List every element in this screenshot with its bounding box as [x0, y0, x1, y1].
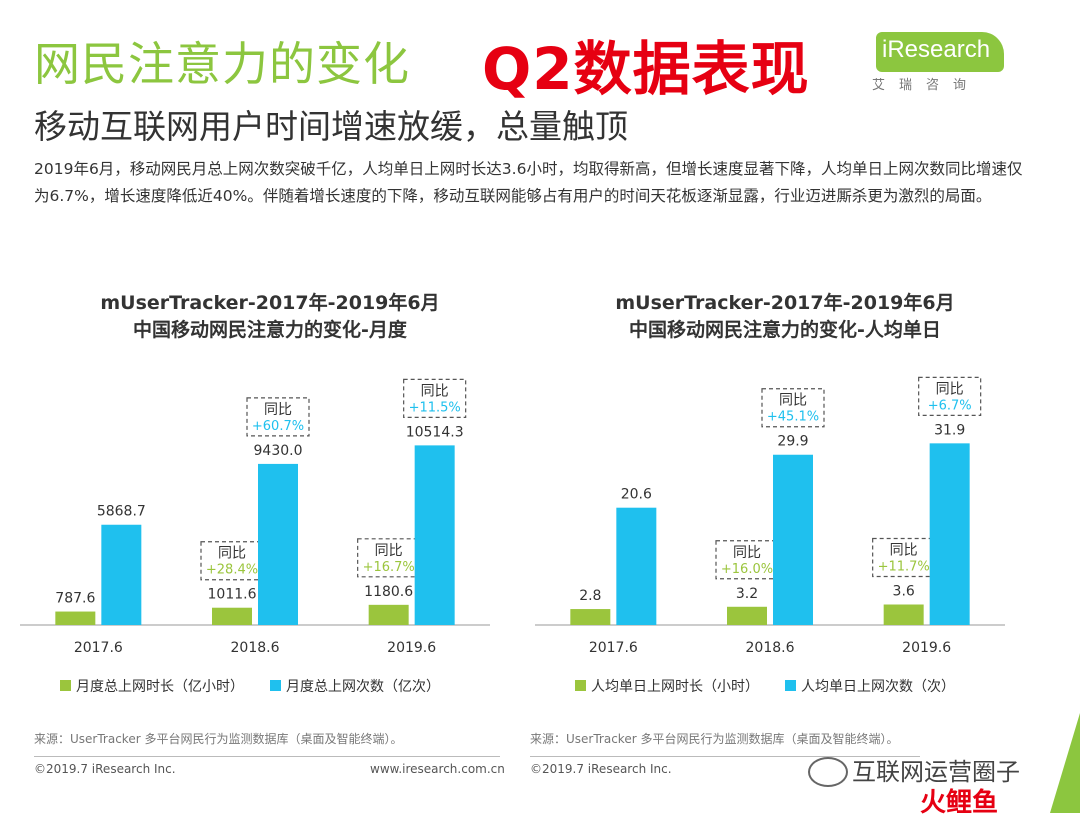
- logo-text: iResearch: [882, 36, 991, 63]
- x-tick-label: 2019.6: [902, 640, 951, 656]
- data-label: 20.6: [621, 487, 652, 503]
- x-tick-label: 2018.6: [231, 640, 280, 656]
- bar: [212, 607, 252, 625]
- legend-swatch: [60, 680, 71, 691]
- bar: [773, 454, 813, 625]
- legend-swatch: [785, 680, 796, 691]
- yoy-box: [246, 397, 310, 437]
- bar: [414, 445, 455, 625]
- data-label: 5868.7: [97, 504, 146, 520]
- chart-plot: 2017.6787.65868.72018.61011.6同比+28.4%943…: [20, 378, 490, 695]
- bar: [616, 507, 657, 625]
- yoy-value: +6.7%: [928, 398, 972, 413]
- data-label: 3.6: [893, 584, 915, 600]
- watermark-text: 互联网运营圈子: [852, 758, 1020, 786]
- yoy-label: 同比: [779, 393, 807, 409]
- bar: [55, 611, 96, 625]
- legend-label: 人均单日上网时长（小时）: [591, 679, 759, 695]
- corner-decoration: [1050, 713, 1080, 813]
- legend-swatch: [270, 680, 281, 691]
- bar: [929, 443, 970, 625]
- website-link[interactable]: www.iresearch.com.cn: [370, 762, 505, 776]
- chart-title: mUserTracker-2017年-2019年6月: [615, 292, 955, 314]
- bar: [727, 606, 767, 625]
- yoy-value: +45.1%: [767, 410, 819, 425]
- bar: [101, 524, 142, 625]
- yoy-box: [761, 388, 825, 428]
- data-label: 3.2: [736, 586, 758, 602]
- source-note-left: 来源：UserTracker 多平台网民行为监测数据库（桌面及智能终端）。: [34, 732, 403, 746]
- chart-title: mUserTracker-2017年-2019年6月: [100, 292, 440, 314]
- chart-subtitle: 中国移动网民注意力的变化-人均单日: [629, 319, 941, 341]
- summary-paragraph: 2019年6月，移动网民月总上网次数突破千亿，人均单日上网时长达3.6小时，均取…: [34, 160, 1023, 205]
- wechat-icon: [808, 757, 848, 787]
- x-tick-label: 2017.6: [589, 640, 638, 656]
- data-label: 31.9: [934, 422, 965, 438]
- x-tick-label: 2018.6: [746, 640, 795, 656]
- yoy-value: +28.4%: [206, 563, 258, 578]
- yoy-label: 同比: [375, 543, 403, 559]
- yoy-label: 同比: [890, 543, 918, 559]
- logo-background: [876, 32, 1004, 72]
- quarter-badge: Q2数据表现: [482, 35, 810, 103]
- chart-subtitle: 中国移动网民注意力的变化-月度: [133, 319, 407, 341]
- x-tick-label: 2019.6: [387, 640, 436, 656]
- watermark-brand: 火鲤鱼: [920, 788, 999, 818]
- yoy-box: [403, 378, 467, 418]
- page-title: 网民注意力的变化: [34, 37, 410, 91]
- data-label: 9430.0: [254, 443, 303, 459]
- yoy-value: +16.0%: [721, 562, 773, 577]
- yoy-value: +11.7%: [878, 560, 930, 575]
- yoy-value: +11.5%: [409, 400, 461, 415]
- data-label: 2.8: [579, 588, 601, 604]
- bar: [368, 604, 409, 625]
- x-tick-label: 2017.6: [74, 640, 123, 656]
- yoy-label: 同比: [733, 545, 761, 561]
- yoy-value: +60.7%: [252, 419, 304, 434]
- page-subtitle: 移动互联网用户时间增速放缓，总量触顶: [34, 107, 628, 146]
- data-label: 1011.6: [208, 587, 257, 603]
- legend-label: 月度总上网次数（亿次）: [286, 679, 440, 695]
- data-label: 10514.3: [406, 424, 464, 440]
- yoy-label: 同比: [264, 402, 292, 418]
- data-label: 1180.6: [364, 584, 413, 600]
- chart-monthly: mUserTracker-2017年-2019年6月 中国移动网民注意力的变化-…: [20, 280, 520, 700]
- legend-label: 人均单日上网次数（次）: [801, 679, 955, 695]
- yoy-label: 同比: [421, 383, 449, 399]
- copyright-left: ©2019.7 iResearch Inc.: [34, 762, 176, 776]
- chart-daily-per-user: mUserTracker-2017年-2019年6月 中国移动网民注意力的变化-…: [535, 280, 1035, 700]
- legend-label: 月度总上网时长（亿小时）: [76, 679, 244, 695]
- bar: [258, 463, 298, 625]
- copyright-right: ©2019.7 iResearch Inc.: [530, 762, 672, 776]
- footer-divider-right: [530, 756, 920, 757]
- chart-plot: 2017.62.820.62018.63.2同比+16.0%29.9同比+45.…: [535, 376, 1005, 695]
- bar: [883, 604, 924, 625]
- legend-swatch: [575, 680, 586, 691]
- data-label: 787.6: [55, 591, 95, 607]
- data-label: 29.9: [777, 434, 808, 450]
- bar: [570, 609, 611, 625]
- iresearch-logo: iResearch 艾瑞咨询: [868, 30, 1008, 93]
- footer-divider-left: [34, 756, 500, 757]
- logo-cn-text: 艾瑞咨询: [872, 78, 981, 93]
- yoy-label: 同比: [936, 381, 964, 397]
- yoy-label: 同比: [218, 546, 246, 562]
- source-note-right: 来源：UserTracker 多平台网民行为监测数据库（桌面及智能终端）。: [530, 732, 899, 746]
- yoy-value: +16.7%: [363, 560, 415, 575]
